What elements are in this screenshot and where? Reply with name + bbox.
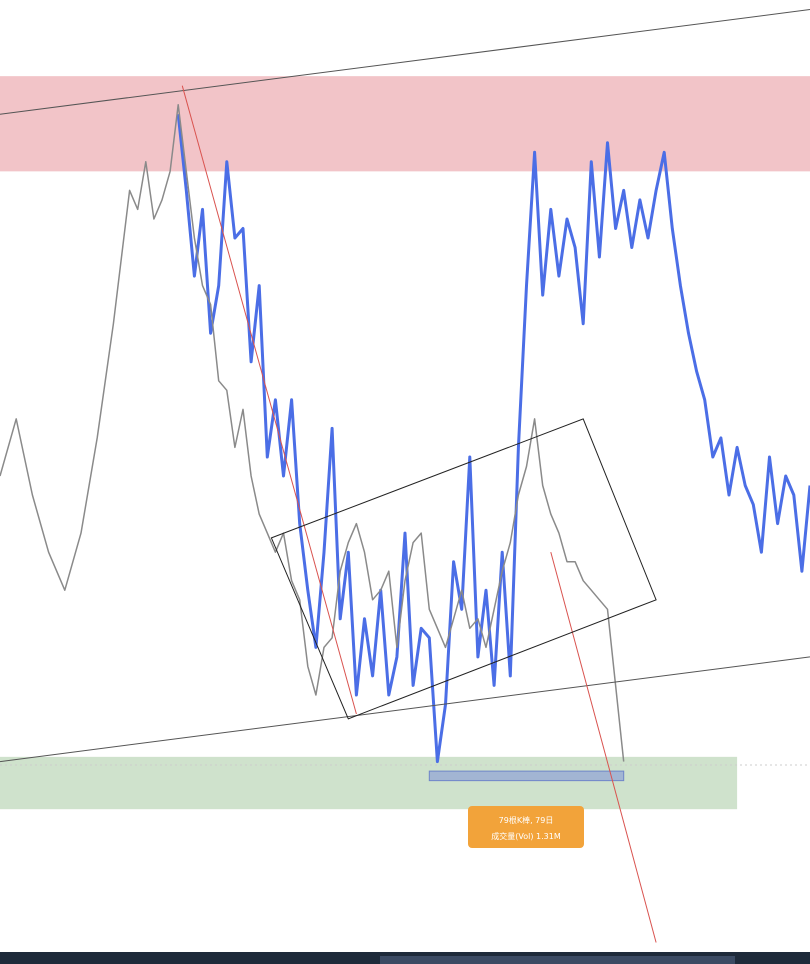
- descending-trendline-left: [181, 85, 357, 715]
- support-zone: [0, 756, 738, 810]
- lines-layer: [0, 9, 810, 943]
- lower-trendline: [0, 656, 810, 763]
- measure-layer: [428, 770, 625, 782]
- series-layer: [0, 103, 810, 764]
- measure-volume-text: 成交量(Vol) 1.31M: [491, 832, 561, 841]
- measure-info-label: 79根K棒, 79日 成交量(Vol) 1.31M: [468, 806, 584, 848]
- measure-range-box: [428, 770, 625, 782]
- bottom-toolbar: [0, 952, 810, 964]
- price-series-2: [0, 103, 625, 762]
- scroll-range-indicator[interactable]: [380, 956, 735, 964]
- measure-bars-days-text: 79根K棒, 79日: [498, 816, 554, 825]
- parallel-channel: [270, 418, 657, 720]
- zones-layer: [0, 76, 810, 810]
- upper-trendline: [0, 9, 810, 115]
- resistance-zone: [0, 76, 810, 172]
- price-series-1: [176, 114, 810, 764]
- descending-trendline-right: [550, 552, 657, 943]
